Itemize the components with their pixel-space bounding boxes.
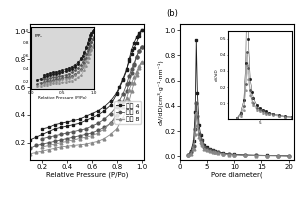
样品 6 [140,46,143,48]
样品 6 [109,122,112,124]
样品 6 [90,132,94,134]
样品 6 [34,144,38,147]
样品 8 [78,144,81,146]
样品 6 [125,90,128,93]
样品 8 [59,146,63,148]
样品 6 [65,137,69,140]
样品 8 [47,148,50,151]
样品 4 [130,48,134,51]
样品 8 [53,147,57,149]
样品 4 [47,130,50,133]
样品 4 [34,136,38,138]
样品 4 [115,93,119,95]
样品 6 [53,140,57,143]
样品 6 [127,82,131,84]
样品 4 [125,69,128,72]
样品 6 [28,147,32,149]
样品 4 [137,32,141,34]
样品 4 [135,36,138,38]
样品 8 [109,133,112,136]
样品 4 [59,126,63,129]
Text: (b): (b) [167,9,178,18]
样品 8 [34,151,38,154]
X-axis label: Relative Pressure (P/Po): Relative Pressure (P/Po) [46,172,128,178]
样品 4 [28,139,32,141]
X-axis label: Pore diameter(: Pore diameter( [211,172,263,178]
样品 4 [65,125,69,127]
样品 8 [28,153,32,155]
样品 4 [78,122,81,124]
样品 8 [65,145,69,147]
样品 6 [135,55,138,58]
样品 8 [115,128,119,130]
样品 6 [59,139,63,141]
样品 6 [40,143,44,145]
样品 4 [96,114,100,116]
样品 8 [140,61,143,63]
样品 4 [90,116,94,119]
样品 8 [96,140,100,143]
样品 8 [103,137,106,140]
样品 8 [72,144,75,147]
样品 6 [132,64,136,66]
样品 6 [130,72,134,74]
样品 8 [132,82,136,84]
样品 8 [137,66,141,69]
样品 6 [103,126,106,129]
Line: 样品 8: 样品 8 [28,61,143,155]
样品 6 [137,50,141,52]
样品 6 [72,136,75,138]
样品 6 [96,129,100,131]
样品 4 [72,123,75,126]
Line: 样品 4: 样品 4 [28,29,143,141]
样品 4 [84,119,88,122]
Legend: 样品 4, 样品 6, 样品 8: 样品 4, 样品 6, 样品 8 [114,101,141,124]
样品 4 [109,104,112,106]
样品 4 [40,133,44,136]
样品 6 [121,101,125,104]
样品 6 [84,133,88,136]
样品 4 [121,79,125,81]
Y-axis label: dV/dD(cm³·g⁻¹·nm⁻¹): dV/dD(cm³·g⁻¹·nm⁻¹) [157,59,163,125]
样品 4 [140,29,143,31]
样品 8 [130,90,134,93]
样品 8 [135,73,138,76]
样品 4 [132,41,136,44]
Line: 样品 6: 样品 6 [28,45,143,150]
样品 8 [84,143,88,145]
样品 8 [127,100,131,102]
样品 4 [103,110,106,112]
样品 8 [40,150,44,152]
样品 6 [115,114,119,116]
样品 6 [47,142,50,144]
样品 8 [121,116,125,119]
样品 6 [78,135,81,137]
样品 8 [90,142,94,144]
样品 8 [125,108,128,111]
样品 4 [53,128,57,130]
样品 4 [127,58,131,61]
